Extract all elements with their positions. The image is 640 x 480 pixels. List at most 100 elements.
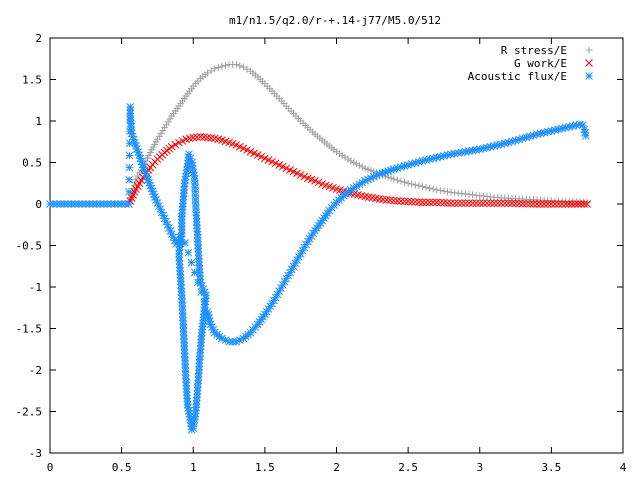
data-point: [177, 229, 186, 237]
data-point: [178, 295, 186, 303]
data-point: [273, 290, 282, 299]
data-point: [393, 176, 401, 184]
data-point: [194, 278, 202, 287]
data-point: [190, 171, 198, 180]
data-point: [125, 151, 134, 160]
data-point: [486, 199, 495, 208]
data-point: [181, 239, 189, 247]
data-point: [567, 200, 576, 208]
data-point: [508, 199, 516, 208]
data-point: [432, 198, 441, 207]
data-point: [461, 199, 470, 208]
data-point: [361, 164, 369, 172]
y-tick-label: -2.5: [16, 406, 43, 419]
legend-label: Acoustic flux/E: [468, 70, 567, 83]
data-point: [564, 200, 573, 208]
data-point: [387, 174, 395, 182]
data-point: [561, 200, 570, 208]
x-tick-label: 0.5: [112, 461, 132, 474]
data-point: [386, 196, 395, 205]
data-point: [187, 258, 196, 267]
x-tick-label: 3: [476, 461, 483, 474]
data-point: [447, 199, 455, 208]
legend-marker: [585, 72, 593, 80]
data-point: [161, 124, 169, 132]
data-point: [411, 181, 419, 189]
y-tick-label: 1: [35, 115, 42, 128]
data-point: [518, 199, 527, 208]
data-point: [211, 65, 219, 73]
data-point: [551, 200, 559, 208]
data-point: [181, 371, 190, 380]
data-point: [490, 199, 498, 208]
data-point: [236, 62, 244, 70]
data-point: [497, 199, 506, 208]
data-point: [179, 320, 188, 329]
data-point: [475, 199, 484, 208]
data-point: [408, 180, 416, 188]
data-point: [504, 199, 513, 208]
data-point: [243, 65, 251, 73]
data-point: [85, 200, 94, 208]
x-tick-label: 4: [620, 461, 627, 474]
data-point: [355, 161, 363, 169]
data-point: [207, 134, 216, 142]
data-point: [457, 199, 466, 208]
data-point: [114, 200, 122, 208]
data-point: [125, 163, 134, 172]
data-point: [397, 197, 405, 205]
data-point: [164, 118, 172, 126]
data-point: [443, 199, 452, 207]
data-point: [131, 178, 139, 186]
x-tick-label: 1.5: [255, 461, 275, 474]
x-tick-label: 2.5: [398, 461, 418, 474]
data-point: [232, 61, 240, 69]
data-point: [415, 198, 423, 206]
data-point: [440, 187, 448, 195]
data-point: [436, 198, 445, 207]
data-point: [134, 172, 142, 180]
data-point: [450, 199, 459, 208]
data-point: [341, 153, 349, 161]
series-3: [46, 103, 590, 434]
y-tick-label: 0.5: [22, 157, 42, 170]
data-point: [364, 165, 372, 173]
data-point: [543, 200, 552, 208]
data-point: [190, 268, 199, 277]
data-point: [554, 200, 563, 208]
data-point: [547, 200, 556, 208]
data-point: [200, 133, 208, 142]
data-point: [347, 157, 355, 165]
data-point: [533, 200, 541, 208]
series-1: [125, 61, 591, 208]
data-point: [440, 198, 448, 207]
plot-frame: [49, 37, 624, 454]
data-point: [89, 200, 97, 208]
x-tick-label: 1: [190, 461, 197, 474]
data-point: [558, 200, 566, 208]
y-tick-label: -3: [29, 447, 42, 460]
data-point: [404, 197, 412, 206]
data-point: [214, 63, 222, 71]
y-tick-label: 2: [35, 32, 42, 45]
data-point: [407, 197, 416, 206]
data-point: [338, 151, 346, 159]
y-tick-label: -1: [29, 281, 42, 294]
data-point: [197, 288, 205, 297]
data-point: [344, 155, 352, 163]
legend-label: G work/E: [514, 57, 567, 70]
data-point: [221, 61, 229, 69]
data-point: [468, 199, 477, 208]
data-point: [444, 188, 452, 196]
data-point: [433, 186, 441, 194]
legend-marker: [585, 59, 593, 67]
data-point: [181, 364, 190, 372]
data-point: [335, 150, 343, 158]
data-point: [500, 199, 509, 208]
data-point: [125, 175, 133, 184]
data-point: [132, 175, 140, 183]
axes-layer: 0 0.5 1 1.5 2 2.5 3 3.5 4 -3 -2.5 -2 -1.5 -1 -0.5 0 0.5 1…: [16, 32, 627, 474]
